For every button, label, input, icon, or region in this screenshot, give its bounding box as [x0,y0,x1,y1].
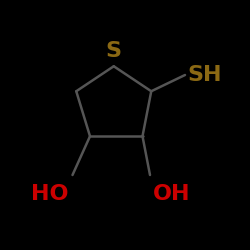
Text: SH: SH [188,65,222,85]
Text: OH: OH [152,184,190,204]
Text: HO: HO [31,184,69,204]
Text: S: S [106,41,122,61]
